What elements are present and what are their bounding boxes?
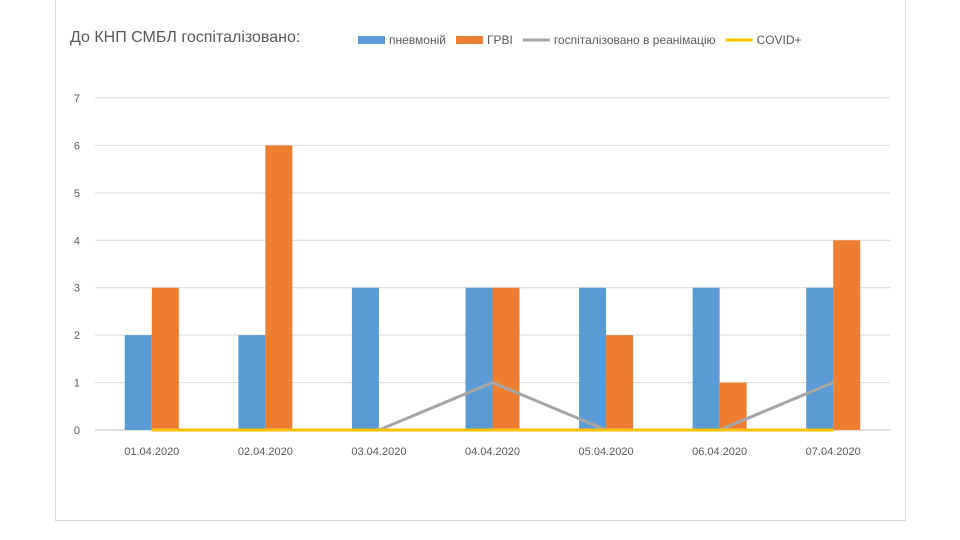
bar: [238, 335, 266, 430]
y-axis: 0 1 2 3 4 5 6 7: [74, 93, 80, 437]
chart-title: До КНП СМБЛ госпіталізовано:: [70, 29, 300, 46]
legend-label: госпіталізовано в реанімацію: [554, 33, 716, 47]
x-tick-label: 04.04.2020: [465, 446, 520, 458]
bar: [492, 287, 520, 430]
bar: [151, 287, 179, 430]
bar: [265, 145, 293, 430]
y-tick-label: 5: [74, 188, 80, 200]
x-tick-label: 02.04.2020: [238, 446, 293, 458]
y-tick-label: 2: [74, 330, 80, 342]
x-tick-label: 07.04.2020: [806, 446, 861, 458]
chart-card: [55, 0, 906, 521]
legend-label: COVID+: [757, 33, 802, 47]
legend-label: пневмоній: [389, 33, 446, 47]
y-tick-label: 3: [74, 283, 80, 295]
bar: [606, 335, 634, 430]
series-lines: [151, 381, 834, 432]
y-tick-label: 4: [74, 235, 80, 247]
x-tick-label: 05.04.2020: [579, 446, 634, 458]
bar: [465, 287, 493, 430]
y-tick-label: 1: [74, 378, 80, 390]
legend: пневмоній ГРВІ госпіталізовано в реанімаці…: [358, 33, 802, 47]
x-tick-label: 01.04.2020: [124, 446, 179, 458]
legend-swatch: [358, 36, 385, 44]
legend-swatch: [455, 36, 483, 44]
x-tick-label: 06.04.2020: [692, 446, 747, 458]
bar: [124, 335, 152, 430]
legend-label: ГРВІ: [487, 33, 513, 47]
bar: [692, 287, 720, 430]
x-tick-label: 03.04.2020: [351, 446, 406, 458]
y-tick-label: 6: [74, 140, 80, 152]
bars: [124, 145, 861, 430]
bar: [806, 287, 834, 430]
bar: [833, 240, 861, 430]
bar: [579, 287, 607, 430]
bar: [351, 287, 379, 430]
y-tick-label: 0: [74, 425, 80, 437]
y-tick-label: 7: [74, 93, 80, 105]
x-axis: 01.04.2020 02.04.2020 03.04.2020 04.04.2020…: [124, 446, 860, 458]
